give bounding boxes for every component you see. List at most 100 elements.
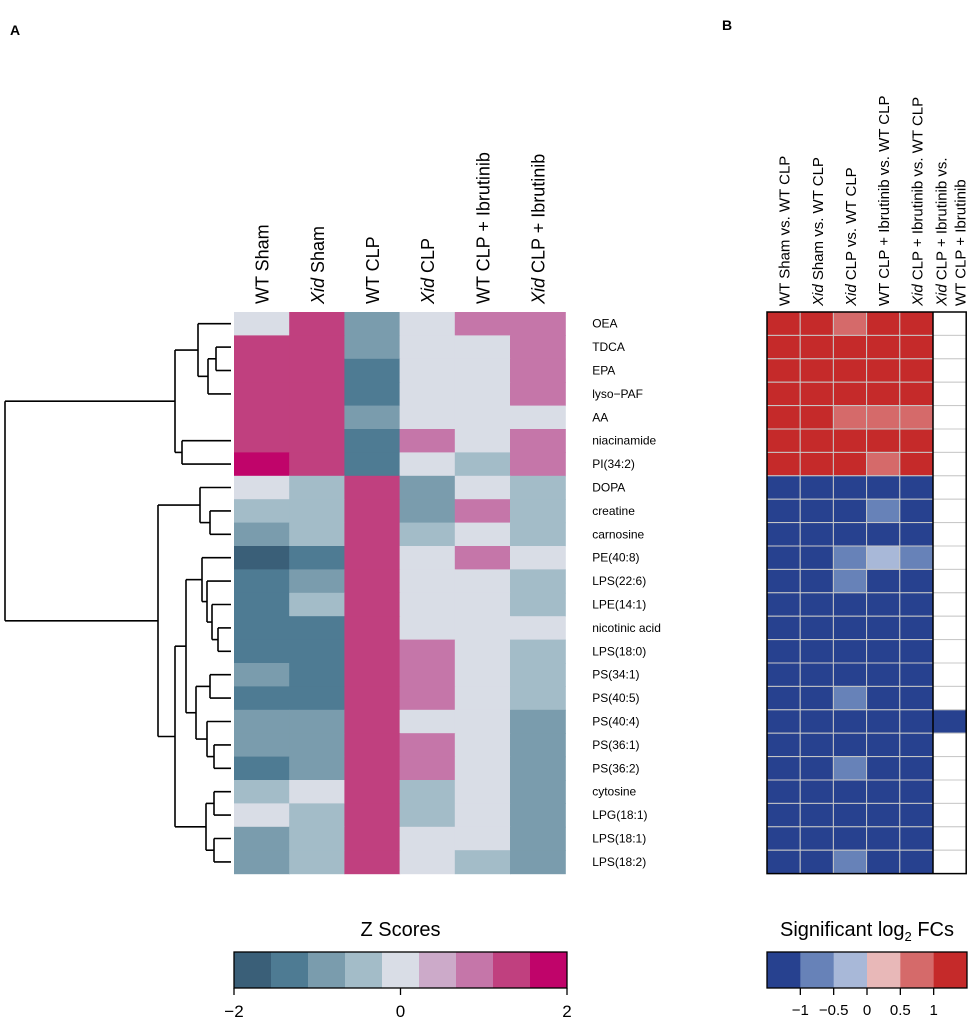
fc-cell (932, 545, 967, 570)
zscore-cell (344, 405, 401, 430)
zscore-cell (289, 826, 345, 851)
fc-cell (799, 639, 834, 664)
zscore-cell (454, 358, 511, 383)
zscore-cell (289, 499, 345, 524)
zscore-cell (510, 850, 566, 875)
metabolite-label: PE(40:8) (592, 551, 639, 565)
fc-cell (866, 311, 901, 336)
fc-cell (832, 732, 868, 758)
fc-cell (832, 451, 868, 477)
fc-cell (899, 428, 934, 453)
fc-cell (866, 358, 901, 383)
zscore-cell (344, 429, 401, 453)
fc-cell (899, 662, 934, 687)
zscore-cell (454, 756, 511, 781)
zscore-cell (234, 616, 290, 641)
zscore-cell (399, 546, 456, 570)
fc-cell (832, 685, 868, 711)
fc-cell (832, 545, 868, 570)
zscore-cell (289, 780, 345, 804)
zscore-cell (454, 663, 511, 687)
fc-legend-swatch (867, 952, 901, 988)
zscore-cell (289, 850, 345, 875)
zscore-cell (399, 429, 456, 453)
metabolite-label: PS(34:1) (592, 668, 639, 682)
zscore-cell (399, 733, 456, 758)
zscore-legend-tick: 0 (396, 1002, 405, 1021)
zscore-cell (344, 639, 401, 664)
zscore-legend-swatch (345, 952, 383, 988)
fc-cell (932, 334, 967, 360)
zscore-cell (454, 850, 511, 875)
fc-cell (866, 685, 901, 711)
fc-cell (866, 568, 901, 594)
fc-cell (932, 475, 967, 500)
zscore-cell (344, 756, 401, 781)
zscore-cell (289, 452, 345, 477)
fc-cell (832, 358, 868, 383)
zscore-cell (344, 546, 401, 570)
zscore-cell (454, 546, 511, 570)
fc-cell (866, 498, 901, 524)
fc-column-label: WT CLP + Ibrutinib vs. WT CLP (876, 96, 893, 306)
fc-cell (766, 498, 801, 524)
fc-cell (866, 615, 901, 641)
zscore-cell (510, 592, 566, 617)
fc-cell (866, 428, 901, 453)
zscore-cell (454, 382, 511, 407)
fc-cell (832, 568, 868, 594)
fc-cell (899, 451, 934, 477)
zscore-cell (234, 826, 290, 851)
fc-cell (899, 685, 934, 711)
fc-cell (799, 802, 834, 828)
metabolite-label: PS(40:4) (592, 715, 639, 729)
zscore-cell (399, 452, 456, 477)
fc-heatmap (766, 311, 967, 875)
metabolite-label: OEA (592, 317, 617, 331)
fc-cell (932, 358, 967, 383)
metabolite-label: LPS(18:1) (592, 832, 646, 846)
zscore-cell (344, 499, 401, 524)
zscore-cell (454, 429, 511, 453)
fc-cell (766, 358, 801, 383)
fc-cell (766, 405, 801, 430)
zscore-cell (454, 780, 511, 804)
zscore-cell (510, 405, 566, 430)
metabolite-label: PI(34:2) (592, 457, 635, 471)
fc-cell (766, 639, 801, 664)
zscore-column-headers: WT Sham Xid Sham WT CLP Xid CLP WT CLP + Ibr… (253, 152, 549, 305)
zscore-cell (289, 522, 345, 547)
metabolite-label: cytosine (592, 785, 636, 799)
zscore-cell (454, 826, 511, 851)
zscore-legend-swatch (530, 952, 568, 988)
metabolite-label: TDCA (592, 340, 625, 354)
fc-legend-swatch (833, 952, 868, 988)
fc-cell (766, 451, 801, 477)
fc-cell (766, 568, 801, 594)
fc-cell (899, 802, 934, 828)
fc-cell (932, 685, 967, 711)
zscore-legend-swatch (382, 952, 420, 988)
zscore-cell (289, 639, 345, 664)
zscore-cell (510, 358, 566, 383)
fc-cell (899, 639, 934, 664)
fc-cell (866, 639, 901, 664)
fc-cell (766, 802, 801, 828)
fc-cell (899, 381, 934, 407)
zscore-cell (399, 335, 456, 360)
fc-cell (766, 592, 801, 617)
fc-legend-swatch (800, 952, 835, 988)
fc-cell (799, 568, 834, 594)
zscore-cell (234, 663, 290, 687)
metabolite-label: lyso−PAF (592, 387, 643, 401)
fc-cell (932, 802, 967, 828)
fc-cell (866, 451, 901, 477)
fc-cell (766, 662, 801, 687)
zscore-cell (289, 382, 345, 407)
fc-cell (866, 405, 901, 430)
zscore-cell (510, 312, 566, 336)
fc-legend-swatch (933, 952, 968, 988)
zscore-cell (454, 803, 511, 828)
fc-cell (799, 709, 834, 734)
zscore-column-label: Xid CLP (418, 238, 438, 305)
